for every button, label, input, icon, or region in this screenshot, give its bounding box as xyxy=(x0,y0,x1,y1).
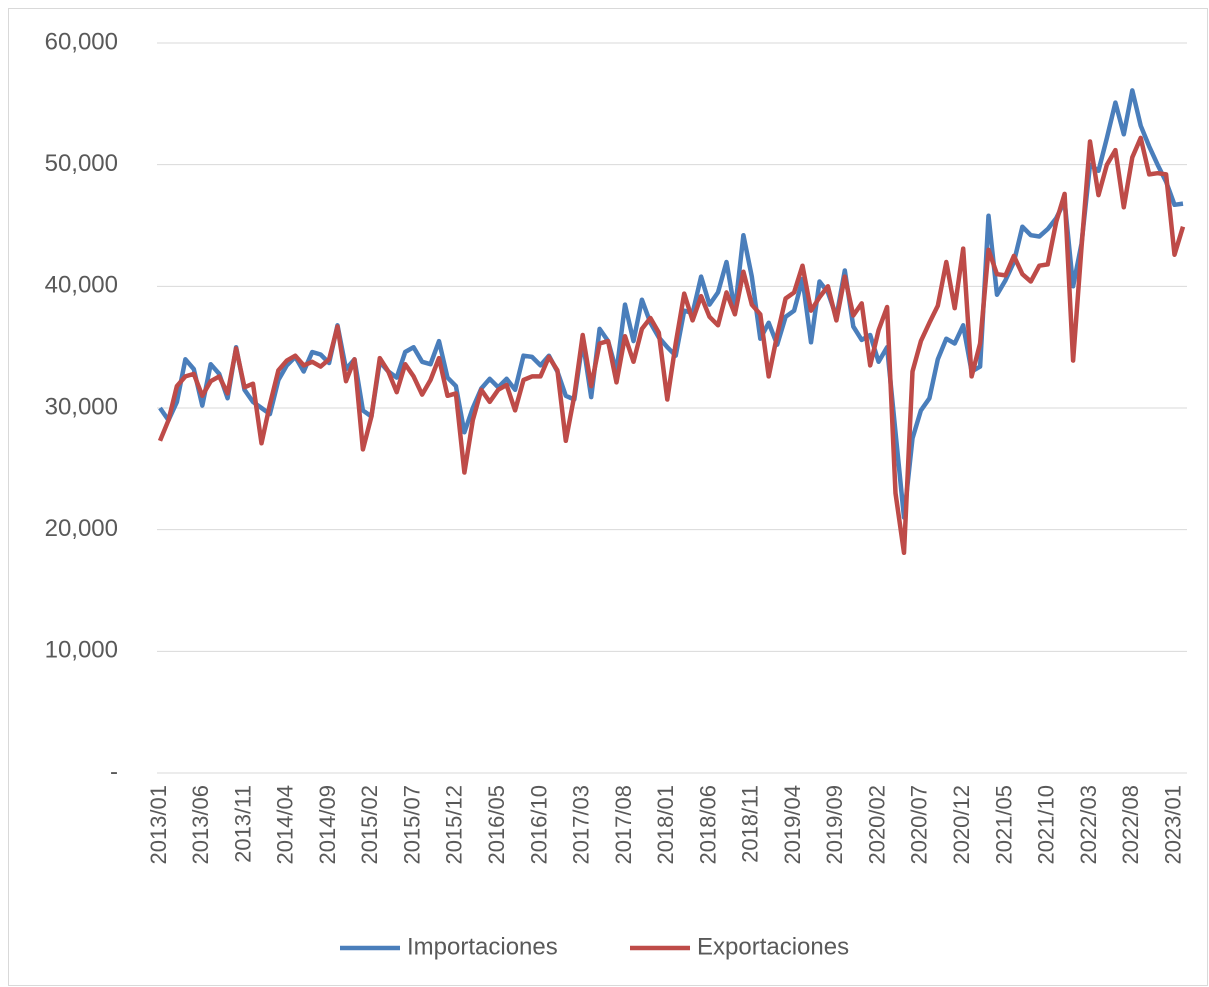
x-tick-label: 2021/10 xyxy=(1034,785,1059,865)
x-tick-label: 2013/11 xyxy=(230,785,255,863)
x-tick-label: 2022/03 xyxy=(1076,785,1101,865)
x-tick-label: 2021/05 xyxy=(991,785,1016,865)
y-tick-label: 10,000 xyxy=(45,637,118,664)
x-tick-label: 2017/08 xyxy=(611,785,636,865)
x-tick-label: 2020/02 xyxy=(864,785,889,865)
x-tick-label: 2015/12 xyxy=(442,785,467,865)
legend-label: Importaciones xyxy=(407,933,558,960)
y-tick-label: - xyxy=(110,758,118,785)
x-tick-label: 2015/07 xyxy=(399,785,424,865)
chart-border xyxy=(8,8,1208,986)
x-tick-label: 2020/07 xyxy=(907,785,932,865)
y-tick-label: 40,000 xyxy=(45,272,118,299)
x-tick-label: 2019/09 xyxy=(822,785,847,865)
line-series xyxy=(157,135,1186,556)
x-tick-label: 2016/10 xyxy=(526,785,551,865)
y-tick-label: 60,000 xyxy=(45,28,118,55)
x-tick-label: 2014/04 xyxy=(273,785,298,865)
x-tick-label: 2018/11 xyxy=(738,785,763,863)
legend-label: Exportaciones xyxy=(697,933,849,960)
x-tick-label: 2023/01 xyxy=(1160,785,1185,865)
x-tick-label: 2017/03 xyxy=(569,785,594,865)
x-tick-label: 2018/06 xyxy=(695,785,720,865)
x-tick-label: 2020/12 xyxy=(949,785,974,865)
x-tick-label: 2019/04 xyxy=(780,785,805,865)
x-tick-label: 2013/06 xyxy=(188,785,213,865)
x-tick-label: 2016/05 xyxy=(484,785,509,865)
y-tick-label: 20,000 xyxy=(45,515,118,542)
x-tick-label: 2018/01 xyxy=(653,785,678,865)
y-tick-label: 30,000 xyxy=(45,393,118,420)
x-tick-label: 2013/01 xyxy=(146,785,171,865)
x-tick-label: 2022/08 xyxy=(1118,785,1143,865)
x-tick-label: 2014/09 xyxy=(315,785,340,865)
y-tick-label: 50,000 xyxy=(45,150,118,177)
x-tick-label: 2015/02 xyxy=(357,785,382,865)
